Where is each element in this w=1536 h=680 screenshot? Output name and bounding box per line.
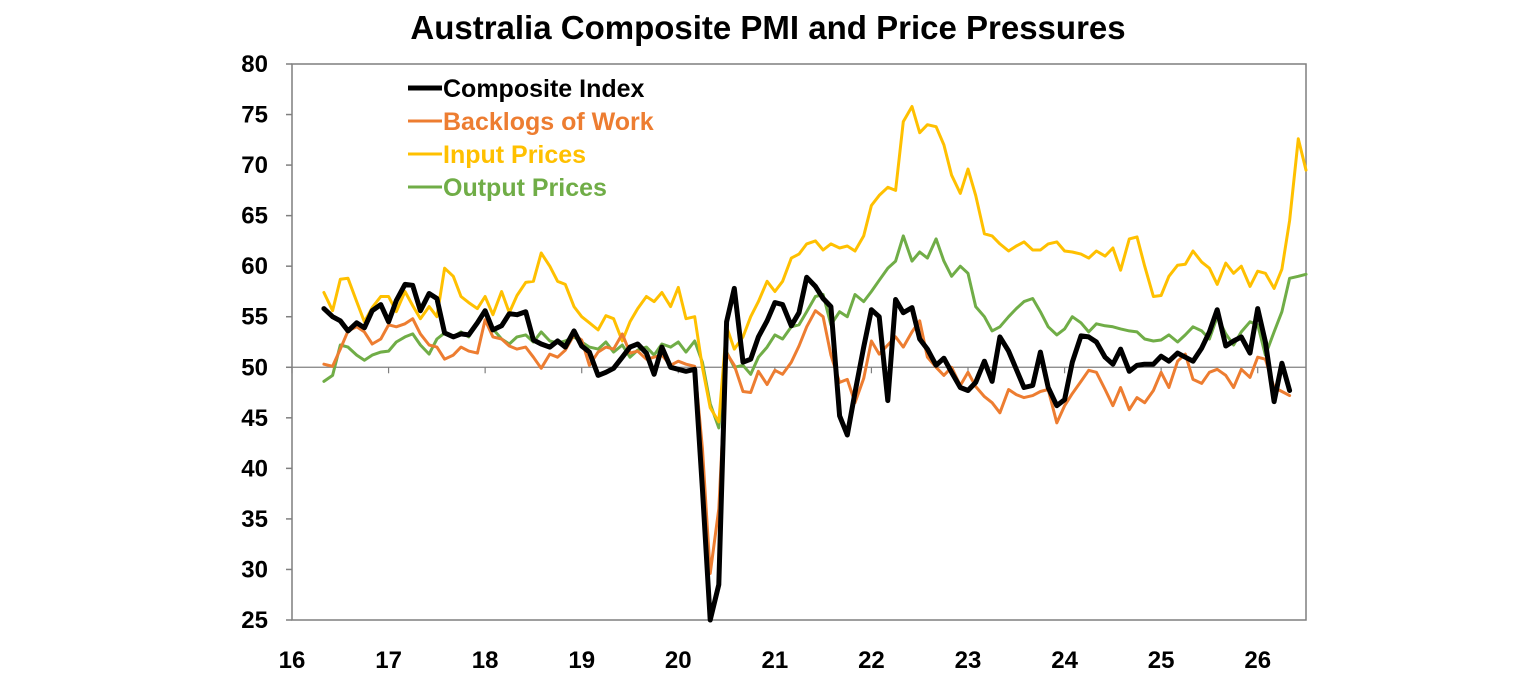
x-tick-label: 19 <box>568 647 595 674</box>
y-tick-label: 25 <box>241 607 268 634</box>
y-tick-label: 80 <box>241 51 268 78</box>
x-tick-label: 18 <box>472 647 499 674</box>
series-line-composite-index <box>321 274 1293 623</box>
x-tick-label: 25 <box>1148 647 1175 674</box>
legend-label: Input Prices <box>443 141 586 169</box>
legend-label: Output Prices <box>443 174 607 202</box>
x-tick-label: 23 <box>955 647 982 674</box>
x-tick-label: 16 <box>279 647 306 674</box>
y-tick-label: 75 <box>241 102 268 129</box>
series-line-input-prices <box>322 105 1308 424</box>
x-tick-label: 22 <box>858 647 885 674</box>
x-tick-label: 24 <box>1051 647 1078 674</box>
x-tick-label: 17 <box>375 647 402 674</box>
chart-title: Australia Composite PMI and Price Pressu… <box>410 9 1125 46</box>
y-tick-label: 45 <box>241 405 268 432</box>
y-tick-label: 50 <box>241 354 268 381</box>
series-line-backlogs-of-work <box>322 309 1292 575</box>
x-tick-label: 26 <box>1244 647 1271 674</box>
y-tick-label: 60 <box>241 253 268 280</box>
legend-label: Backlogs of Work <box>443 108 654 136</box>
x-tick-label: 21 <box>762 647 789 674</box>
legend: Composite Index Backlogs of Work Input Pri… <box>408 75 654 202</box>
x-tick-label: 20 <box>665 647 692 674</box>
y-tick-label: 65 <box>241 203 268 230</box>
plot-area <box>291 63 1307 621</box>
legend-label: Composite Index <box>443 75 645 103</box>
y-tick-label: 40 <box>241 455 268 482</box>
y-tick-label: 35 <box>241 506 268 533</box>
y-tick-label: 55 <box>241 304 268 331</box>
y-tick-label: 70 <box>241 152 268 179</box>
y-tick-label: 30 <box>241 556 268 583</box>
